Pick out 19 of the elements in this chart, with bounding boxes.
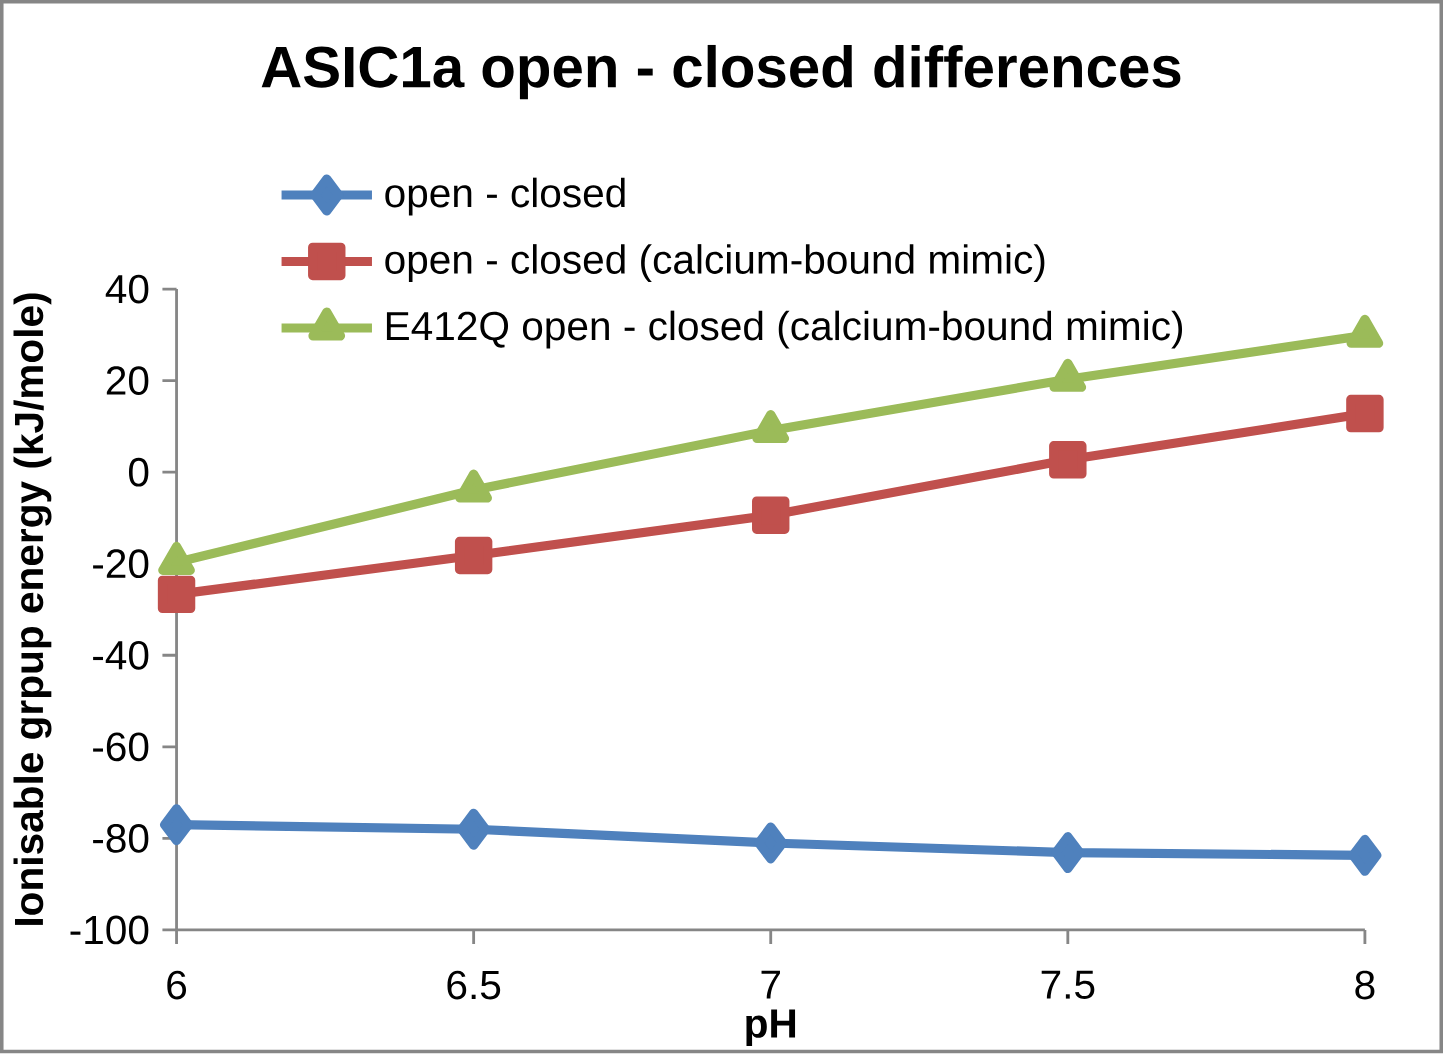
legend-label: open - closed <box>385 177 625 216</box>
x-tick-label: 6 <box>167 970 187 1000</box>
y-tick-label: -60 <box>93 732 149 762</box>
y-tick-label: -80 <box>93 824 149 853</box>
y-tick-label: 0 <box>128 457 149 487</box>
legend-label: open - closed (calcium-bound mimic) <box>385 244 1045 283</box>
x-tick-label: 7 <box>761 970 780 999</box>
y-tick-label: 40 <box>105 274 149 304</box>
y-tick-label: -100 <box>70 915 149 945</box>
y-tick-label: -40 <box>93 641 149 670</box>
x-tick-label: 6.5 <box>447 970 501 1000</box>
y-tick-label: -20 <box>93 549 149 579</box>
y-axis-title: Ionisable grpup energy (kJ/mole) <box>13 293 52 926</box>
x-axis-title: pH <box>746 1009 796 1047</box>
chart-title: ASIC1a open - closed differences <box>261 45 1181 100</box>
x-tick-label: 8 <box>1355 970 1375 1000</box>
x-tick-label: 7.5 <box>1041 970 1095 1000</box>
y-tick-label: 20 <box>106 366 149 396</box>
legend-label: E412Q open - closed (calcium-bound mimic) <box>386 310 1183 349</box>
